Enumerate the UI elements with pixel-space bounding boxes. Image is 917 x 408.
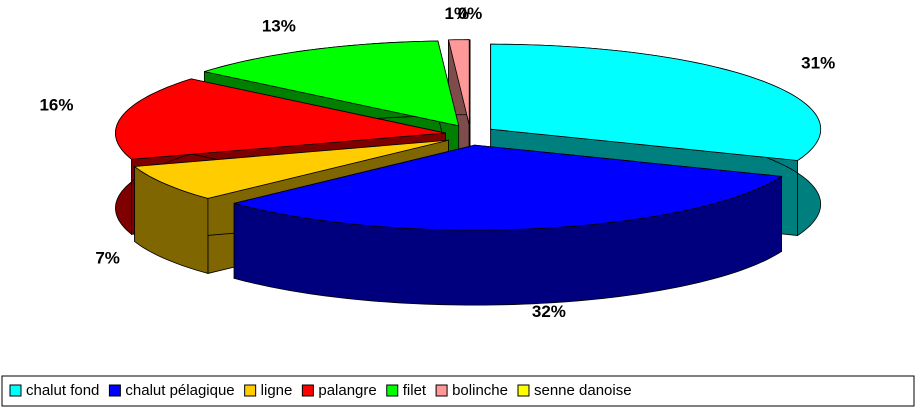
legend-label: senne danoise xyxy=(534,382,632,399)
legend-swatch xyxy=(386,384,399,397)
data-label: 0% xyxy=(458,4,483,23)
data-label: 7% xyxy=(95,249,120,268)
slice xyxy=(233,144,783,306)
slice-top xyxy=(490,43,822,161)
legend-label: bolinche xyxy=(452,382,508,399)
legend-label: filet xyxy=(403,382,427,399)
data-label: 16% xyxy=(39,95,73,114)
legend-label: palangre xyxy=(318,382,376,399)
pie xyxy=(115,39,822,306)
slice-top xyxy=(447,39,470,125)
data-label: 1% xyxy=(444,4,469,23)
legend-label: chalut fond xyxy=(26,382,99,399)
slice-top xyxy=(234,144,783,231)
data-labels: 31% 32% 7% 16% 13% 1%0% xyxy=(39,4,835,321)
legend-swatch xyxy=(9,384,22,397)
slice-top xyxy=(204,40,460,127)
legend: chalut fond chalut pélagique ligne palangre… xyxy=(9,382,632,399)
legend-swatch xyxy=(108,384,121,397)
legend-swatch xyxy=(244,384,257,397)
legend-swatch xyxy=(435,384,448,397)
data-label: 32% xyxy=(532,302,566,321)
legend-swatch xyxy=(517,384,530,397)
data-label: 31% xyxy=(801,53,835,72)
slice-top xyxy=(133,139,449,199)
legend-label: ligne xyxy=(261,382,293,399)
legend-swatch xyxy=(301,384,314,397)
data-label: 13% xyxy=(262,16,296,35)
legend-box xyxy=(1,375,915,407)
legend-label: chalut pélagique xyxy=(125,382,234,399)
slice-top xyxy=(115,78,446,160)
